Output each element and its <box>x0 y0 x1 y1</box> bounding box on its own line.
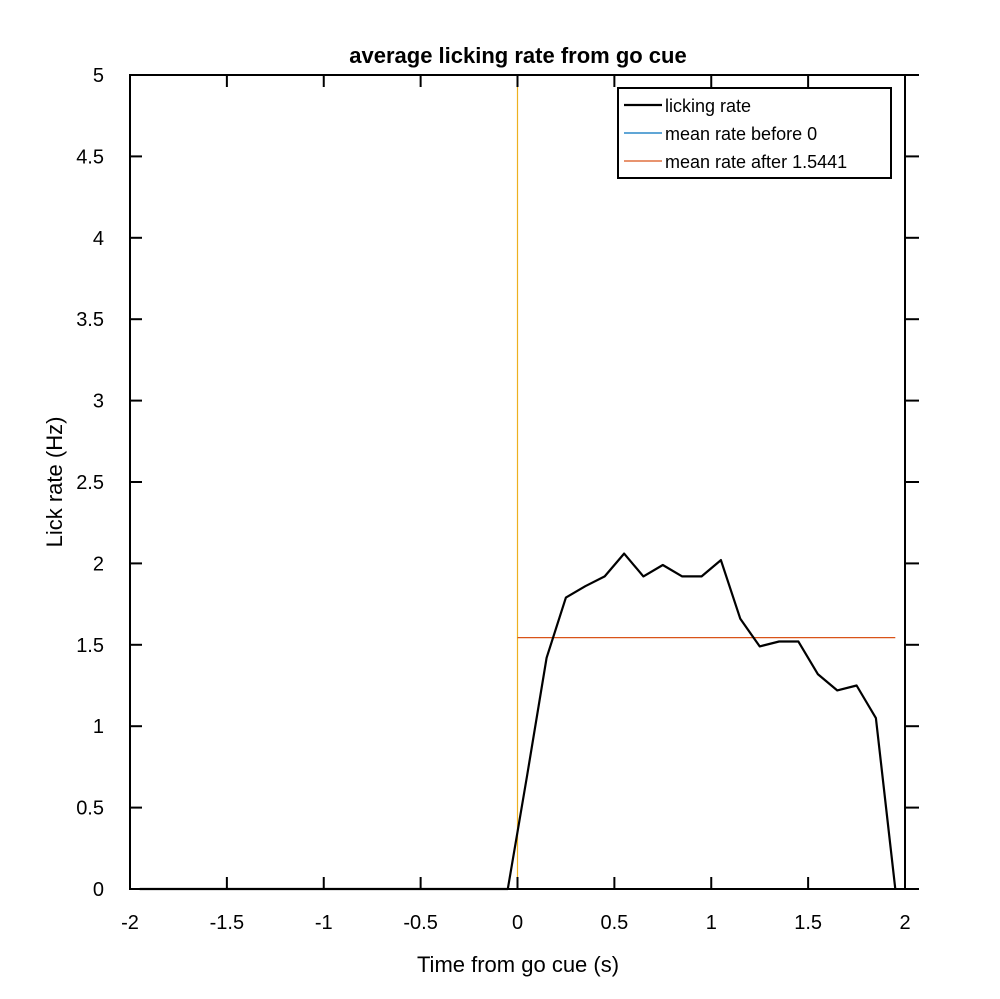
legend-label-0: licking rate <box>665 96 751 116</box>
y-tick-label: 2.5 <box>76 472 104 494</box>
legend: licking rate mean rate before 0 mean rate … <box>617 87 892 179</box>
legend-label-1: mean rate before 0 <box>665 124 817 144</box>
axes: -2 -1.5 -1 -0.5 0 0.5 1 1.5 2 0 0.5 1 1.5 2 2.5 3 3.5 4 4.… <box>76 65 919 934</box>
x-tick-label: 2 <box>899 912 910 934</box>
x-tick-label: 1 <box>706 912 717 934</box>
x-tick-label: 0 <box>512 912 523 934</box>
x-tick-label: -1 <box>315 912 333 934</box>
x-tick-label: -2 <box>121 912 139 934</box>
y-tick-label: 4.5 <box>76 146 104 168</box>
y-tick-label: 3 <box>93 391 104 413</box>
x-tick-label: -1.5 <box>210 912 244 934</box>
x-axis-label: Time from go cue (s) <box>417 952 619 977</box>
x-tick-label: 1.5 <box>794 912 822 934</box>
y-tick-label: 0.5 <box>76 798 104 820</box>
chart-title: average licking rate from go cue <box>349 43 686 68</box>
legend-label-2: mean rate after 1.5441 <box>665 152 847 172</box>
y-tick-label: 4 <box>93 228 104 250</box>
y-tick-label: 1.5 <box>76 635 104 657</box>
y-tick-label: 3.5 <box>76 309 104 331</box>
y-tick-label: 2 <box>93 553 104 575</box>
y-tick-label: 5 <box>93 65 104 87</box>
x-tick-label: -0.5 <box>403 912 437 934</box>
y-axis-label: Lick rate (Hz) <box>42 417 67 548</box>
x-tick-label: 0.5 <box>600 912 628 934</box>
legend-box <box>617 87 892 179</box>
y-tick-label: 1 <box>93 716 104 738</box>
y-tick-label: 0 <box>93 879 104 901</box>
